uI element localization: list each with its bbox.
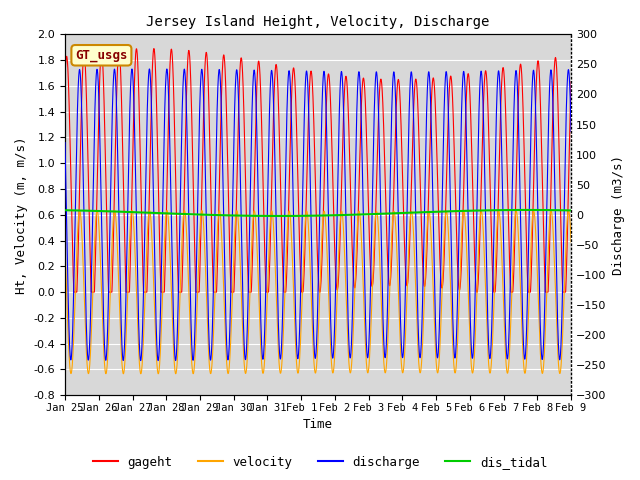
Y-axis label: Ht, Velocity (m, m/s): Ht, Velocity (m, m/s) [15, 136, 28, 293]
Title: Jersey Island Height, Velocity, Discharge: Jersey Island Height, Velocity, Discharg… [147, 15, 490, 29]
Y-axis label: Discharge (m3/s): Discharge (m3/s) [612, 155, 625, 275]
Text: GT_usgs: GT_usgs [75, 49, 127, 62]
X-axis label: Time: Time [303, 419, 333, 432]
Legend: gageht, velocity, discharge, dis_tidal: gageht, velocity, discharge, dis_tidal [88, 451, 552, 474]
